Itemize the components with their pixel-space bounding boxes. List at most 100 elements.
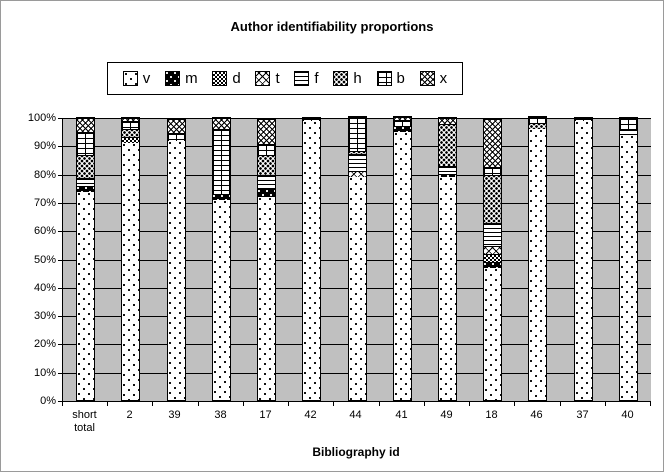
bar-segment-v [168,141,185,400]
bar-18 [483,118,502,401]
y-axis-label: 80% [33,169,56,181]
legend-label: h [353,70,362,87]
x-axis-tick [560,402,561,406]
bar-segment-v [439,177,456,400]
bar-segment-b [303,118,320,121]
x-axis-label: short total [72,409,97,434]
x-axis-label: 38 [214,409,227,421]
bar-39 [167,118,186,401]
legend-item-f: f [294,70,319,87]
x-axis-tick [62,402,63,406]
legend-label: t [275,70,280,87]
bar-segment-h [484,175,501,223]
bar-segment-x [394,117,411,120]
legend-item-m: m [165,71,198,86]
x-axis-tick [379,402,380,406]
bar-segment-v [620,135,637,400]
x-axis-tick [650,402,651,406]
bar-segment-x [439,118,456,124]
x-axis-label: 17 [259,409,272,421]
bar-segment-x [213,118,230,129]
legend-swatch-d-icon [212,71,228,86]
bar-segment-b [484,167,501,175]
bar-segment-f [349,154,366,171]
bar-segment-h [349,151,366,154]
bar-segment-x [258,119,275,144]
y-axis-tick [58,288,62,289]
x-axis-label: 42 [304,409,317,421]
bar-segment-t [484,246,501,254]
bar-49 [438,117,457,401]
x-axis-tick [605,402,606,406]
y-axis-label: 50% [33,254,56,266]
bar-segment-v [258,197,275,400]
bar-segment-x [484,119,501,167]
legend-label: f [314,70,319,87]
legend-label: b [396,70,405,87]
legend-item-h: h [333,70,362,87]
legend-swatch-v-icon [122,71,138,86]
x-axis-label: 49 [440,409,453,421]
bar-44 [348,116,367,401]
bar-segment-m [77,186,94,192]
bar-segment-h [77,155,94,178]
bar-segment-x [77,118,94,132]
bar-segment-f [620,129,637,135]
bar-40 [619,117,638,401]
bar-segment-v [122,143,139,400]
x-axis-label: 18 [485,409,498,421]
bar-segment-v [394,132,411,400]
bar-segment-f [439,166,456,174]
legend-swatch-t-icon [255,71,271,86]
bar-segment-h [439,124,456,166]
x-axis-tick [333,402,334,406]
y-axis-tick [58,401,62,402]
x-axis-label: 39 [168,409,181,421]
bar-segment-d [484,254,501,262]
legend-item-b: b [376,70,405,87]
y-axis-tick [58,373,62,374]
bar-segment-b [394,120,411,126]
bar-short total [76,117,95,401]
x-axis-title: Bibliography id [312,445,400,459]
x-axis-label: 44 [349,409,362,421]
legend-swatch-h-icon [333,71,349,86]
bar-segment-v [213,200,230,400]
x-axis-tick [288,402,289,406]
bar-segment-b [77,132,94,155]
bar-segment-v [349,177,366,400]
bar-segment-v [77,192,94,400]
legend-item-v: v [122,71,150,86]
bar-segment-b [529,117,546,123]
legend-item-d: d [212,71,241,86]
legend-swatch-x-icon [419,71,435,86]
bar-41 [393,116,412,401]
bar-segment-m [484,262,501,268]
chart-title: Author identifiability proportions [230,19,434,34]
bar-segment-v [575,121,592,400]
bar-segment-f [484,223,501,246]
y-axis-tick [58,146,62,147]
x-axis-tick [107,402,108,406]
legend-item-t: t [255,70,280,87]
bar-segment-v [484,268,501,400]
bar-segment-f [77,178,94,186]
x-axis-tick [514,402,515,406]
y-axis-tick [58,260,62,261]
bar-segment-d [122,137,139,143]
bar-segment-b [575,118,592,121]
y-axis-tick [58,175,62,176]
bar-segment-b [349,117,366,151]
bar-segment-m [394,126,411,132]
x-axis-label: 37 [576,409,589,421]
bar-segment-b [122,121,139,129]
legend-item-x: x [419,71,447,86]
bar-segment-m [258,189,275,197]
y-axis-label: 10% [33,367,56,379]
y-axis-tick [58,344,62,345]
x-axis-tick [469,402,470,406]
bar-segment-h [258,155,275,175]
y-axis-label: 90% [33,140,56,152]
